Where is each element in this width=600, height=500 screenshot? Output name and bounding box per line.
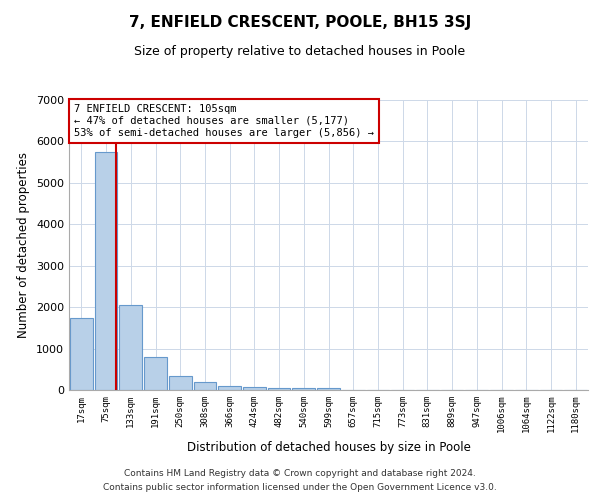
Bar bbox=[292, 388, 315, 390]
Text: 7 ENFIELD CRESCENT: 105sqm
← 47% of detached houses are smaller (5,177)
53% of s: 7 ENFIELD CRESCENT: 105sqm ← 47% of deta… bbox=[74, 104, 374, 138]
Bar bbox=[194, 382, 216, 390]
Bar bbox=[119, 305, 142, 390]
Text: Contains public sector information licensed under the Open Government Licence v3: Contains public sector information licen… bbox=[103, 484, 497, 492]
Bar bbox=[144, 357, 167, 390]
Bar bbox=[95, 152, 118, 390]
Y-axis label: Number of detached properties: Number of detached properties bbox=[17, 152, 31, 338]
Bar bbox=[268, 388, 290, 390]
Bar bbox=[317, 388, 340, 390]
Text: Contains HM Land Registry data © Crown copyright and database right 2024.: Contains HM Land Registry data © Crown c… bbox=[124, 468, 476, 477]
Bar bbox=[169, 376, 191, 390]
Bar bbox=[218, 386, 241, 390]
X-axis label: Distribution of detached houses by size in Poole: Distribution of detached houses by size … bbox=[187, 441, 470, 454]
Text: Size of property relative to detached houses in Poole: Size of property relative to detached ho… bbox=[134, 45, 466, 58]
Bar bbox=[70, 318, 93, 390]
Bar bbox=[243, 387, 266, 390]
Text: 7, ENFIELD CRESCENT, POOLE, BH15 3SJ: 7, ENFIELD CRESCENT, POOLE, BH15 3SJ bbox=[129, 15, 471, 30]
